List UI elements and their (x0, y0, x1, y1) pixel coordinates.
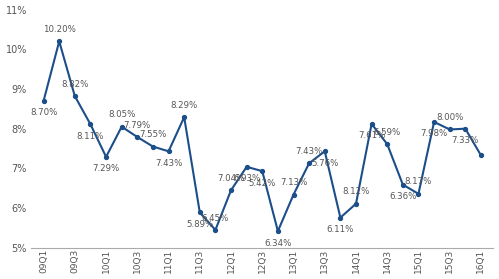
Text: 6.59%: 6.59% (374, 128, 401, 137)
Text: 5.42%: 5.42% (249, 179, 276, 187)
Text: 8.00%: 8.00% (436, 113, 464, 122)
Text: 6.93%: 6.93% (233, 174, 260, 183)
Text: 7.55%: 7.55% (139, 130, 167, 139)
Text: 7.29%: 7.29% (92, 164, 120, 173)
Text: 5.76%: 5.76% (311, 159, 338, 168)
Text: 7.33%: 7.33% (452, 136, 479, 145)
Text: 5.89%: 5.89% (186, 220, 214, 229)
Text: 7.04%: 7.04% (218, 174, 245, 183)
Text: 8.05%: 8.05% (108, 110, 135, 119)
Text: 6.45%: 6.45% (202, 213, 229, 223)
Text: 7.13%: 7.13% (280, 178, 307, 187)
Text: 8.11%: 8.11% (77, 132, 104, 141)
Text: 7.43%: 7.43% (155, 159, 182, 168)
Text: 6.36%: 6.36% (389, 192, 417, 201)
Text: 10.20%: 10.20% (43, 25, 76, 34)
Text: 7.43%: 7.43% (295, 147, 323, 156)
Text: 7.79%: 7.79% (124, 121, 151, 130)
Text: 7.98%: 7.98% (421, 129, 448, 138)
Text: 8.17%: 8.17% (405, 177, 432, 186)
Text: 6.34%: 6.34% (264, 239, 291, 247)
Text: 8.12%: 8.12% (342, 187, 370, 196)
Text: 8.70%: 8.70% (30, 108, 57, 117)
Text: 6.11%: 6.11% (327, 225, 354, 234)
Text: 8.82%: 8.82% (61, 80, 88, 89)
Text: 7.61%: 7.61% (358, 131, 385, 140)
Text: 8.29%: 8.29% (171, 101, 198, 110)
